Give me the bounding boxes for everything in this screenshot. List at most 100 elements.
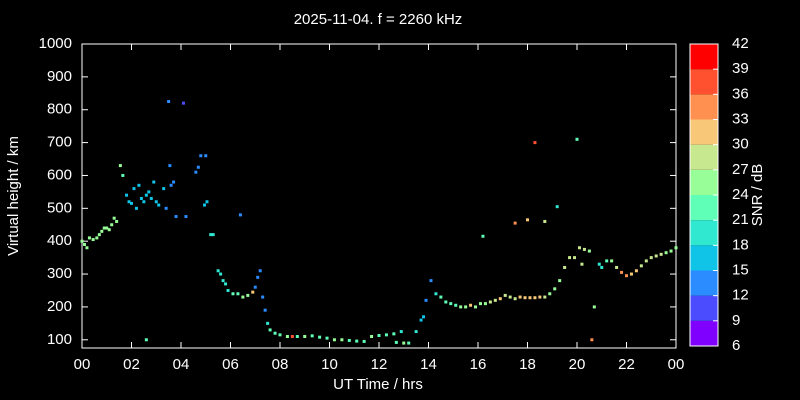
colorbar-tick-label: 36 — [732, 85, 749, 102]
y-tick-label: 600 — [47, 166, 72, 183]
data-point — [266, 321, 270, 325]
y-tick-label: 900 — [47, 68, 72, 85]
data-point — [115, 219, 119, 223]
x-tick-label: 02 — [123, 356, 140, 373]
data-point — [290, 334, 294, 338]
y-tick-label: 1000 — [39, 35, 72, 52]
x-tick-label: 06 — [222, 356, 239, 373]
data-point — [118, 164, 122, 168]
data-point — [226, 288, 230, 292]
data-point — [649, 256, 653, 260]
colorbar-segment — [690, 195, 718, 221]
data-point — [474, 305, 478, 309]
data-point — [203, 203, 207, 207]
data-point — [137, 183, 141, 187]
y-tick-label: 500 — [47, 199, 72, 216]
data-point — [332, 338, 336, 342]
data-point — [459, 305, 463, 309]
data-point — [634, 269, 638, 273]
x-tick-label: 20 — [569, 356, 586, 373]
data-point — [434, 292, 438, 296]
data-point — [377, 334, 381, 338]
data-point — [174, 215, 178, 219]
x-tick-label: 00 — [74, 356, 91, 373]
data-point — [82, 242, 86, 246]
data-point — [464, 305, 468, 309]
data-point — [130, 201, 133, 205]
colorbar-segment — [690, 295, 718, 321]
x-tick-label: 22 — [618, 356, 635, 373]
chart-title: 2025-11-04. f = 2260 kHz — [294, 11, 463, 28]
x-tick-label: 18 — [519, 356, 536, 373]
data-point — [256, 275, 260, 279]
data-point — [508, 295, 512, 299]
data-point — [394, 340, 398, 344]
y-tick-label: 100 — [47, 331, 72, 348]
data-point — [169, 183, 173, 187]
data-point — [310, 334, 314, 338]
data-point — [167, 100, 171, 104]
data-point — [444, 300, 448, 304]
data-point — [454, 303, 458, 307]
data-point — [85, 246, 89, 250]
data-point — [478, 302, 482, 306]
data-point — [526, 218, 529, 222]
data-point — [168, 164, 172, 168]
data-point — [422, 315, 426, 319]
data-point — [105, 226, 109, 230]
data-point — [318, 335, 322, 339]
data-point — [253, 285, 257, 289]
data-point — [493, 298, 497, 302]
data-point — [97, 233, 101, 237]
data-point — [246, 293, 250, 297]
x-tick-label: 10 — [321, 356, 338, 373]
data-point — [664, 251, 668, 255]
y-tick-label: 800 — [47, 101, 72, 118]
data-point — [216, 269, 220, 273]
data-point — [147, 190, 151, 194]
data-point — [102, 226, 106, 230]
colorbar-tick-label: 21 — [732, 211, 749, 228]
colorbar-tick-label: 12 — [732, 287, 749, 304]
colorbar-segment — [690, 220, 718, 246]
data-point — [654, 254, 658, 258]
data-point — [392, 332, 396, 336]
colorbar-tick-label: 39 — [732, 60, 749, 77]
data-point — [139, 196, 143, 200]
data-point — [303, 334, 307, 338]
data-point — [424, 298, 428, 302]
y-axis-label: Virtual height / km — [5, 136, 22, 256]
data-point — [340, 338, 344, 342]
colorbar-tick-label: 24 — [732, 186, 749, 203]
data-point — [87, 236, 91, 240]
data-point — [142, 200, 146, 204]
data-point — [241, 295, 245, 299]
x-axis-label: UT Time / hrs — [333, 376, 423, 393]
y-tick-label: 700 — [47, 134, 72, 151]
data-point — [325, 336, 329, 340]
data-point — [407, 341, 411, 345]
x-tick-label: 14 — [420, 356, 437, 373]
colorbar-label: SNR / dB — [749, 164, 766, 227]
x-tick-label: 12 — [371, 356, 388, 373]
data-point — [238, 213, 242, 217]
data-point — [149, 196, 153, 200]
data-point — [144, 193, 148, 197]
data-point — [134, 206, 138, 210]
data-point — [80, 239, 84, 243]
data-point — [219, 272, 223, 276]
data-point — [100, 229, 104, 233]
data-point — [144, 338, 148, 342]
data-point — [419, 318, 423, 322]
colorbar-tick-label: 42 — [732, 35, 749, 52]
data-point — [95, 236, 99, 240]
data-point — [199, 154, 203, 158]
data-point — [414, 330, 418, 334]
data-point — [469, 303, 473, 307]
colorbar-segment — [690, 245, 718, 271]
data-point — [590, 338, 594, 342]
data-point — [172, 180, 176, 184]
x-tick-label: 16 — [470, 356, 487, 373]
data-point — [268, 328, 272, 332]
